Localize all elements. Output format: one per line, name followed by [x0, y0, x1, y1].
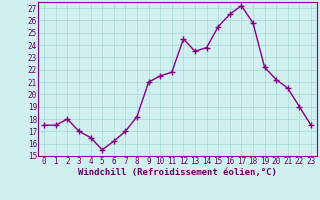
- X-axis label: Windchill (Refroidissement éolien,°C): Windchill (Refroidissement éolien,°C): [78, 168, 277, 177]
